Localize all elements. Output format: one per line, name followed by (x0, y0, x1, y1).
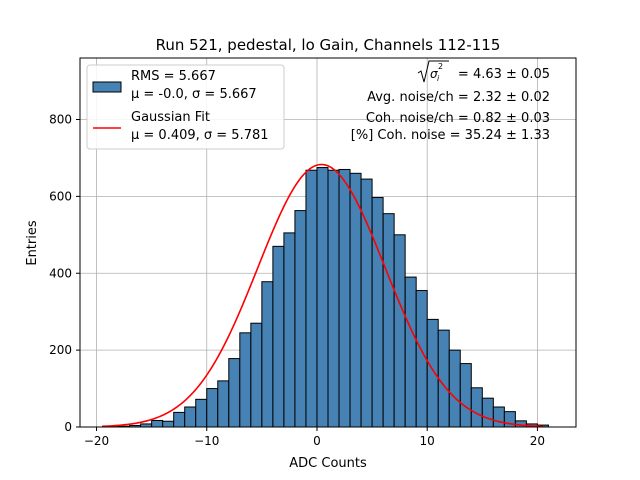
histogram-bar (305, 169, 318, 428)
histogram-bar (437, 329, 450, 428)
histogram-bar (382, 213, 395, 428)
histogram-bar (184, 406, 197, 428)
annotation-total-noise: = 4.63 ± 0.05 (458, 67, 550, 82)
plot-frame (79, 57, 577, 428)
histogram-bar (217, 380, 230, 428)
legend: RMS = 5.667 μ = -0.0, σ = 5.667 Gaussian… (86, 64, 285, 150)
gaussian-fit-curve (102, 163, 543, 428)
histogram-bar (426, 318, 439, 428)
x-tick-label: 0 (313, 434, 321, 448)
x-tick-label: 20 (530, 434, 545, 448)
y-tick-label: 800 (49, 113, 72, 127)
gaussian-fit-layer (102, 163, 543, 428)
histogram-bar (393, 234, 406, 428)
histogram-bar (261, 281, 274, 428)
histogram-bar (195, 398, 208, 428)
annotation-coh-noise-percent: [%] Coh. noise = 35.24 ± 1.33 (351, 128, 550, 143)
histogram-bar (283, 232, 296, 428)
noise-annotations: σ i 2 = 4.63 ± 0.05 Avg. noise/ch = 2.32… (351, 60, 550, 143)
y-tick-label: 0 (64, 420, 72, 434)
histogram-bar (404, 276, 417, 428)
legend-rms-stats: μ = -0.0, σ = 5.667 (131, 87, 257, 102)
legend-rms-label: RMS = 5.667 (131, 69, 216, 84)
y-tick-label: 200 (49, 343, 72, 357)
sqrt-radical (417, 60, 449, 83)
histogram-bar (338, 168, 351, 428)
annotation-avg-noise: Avg. noise/ch = 2.32 ± 0.02 (367, 90, 550, 105)
histogram-bar (481, 397, 494, 428)
sqrt-sigma-subscript: i (437, 74, 440, 83)
x-tick-label: 10 (420, 434, 435, 448)
histogram-bar (228, 358, 241, 428)
histogram-bar (206, 388, 219, 428)
histogram-bar (294, 210, 307, 428)
histogram-bars (107, 167, 549, 428)
x-axis-label: ADC Counts (289, 456, 367, 471)
legend-box (86, 64, 285, 150)
histogram-bar (459, 363, 472, 428)
histogram-bar (162, 420, 175, 428)
y-tick-label: 400 (49, 266, 72, 280)
histogram-bar (360, 178, 373, 428)
histogram-bar (448, 349, 461, 428)
histogram-bar (173, 411, 186, 428)
legend-fit-stats: μ = 0.409, σ = 5.781 (131, 128, 269, 143)
histogram-bar (492, 406, 505, 428)
y-axis-label: Entries (25, 220, 40, 266)
histogram-bar (316, 167, 329, 428)
chart-title: Run 521, pedestal, lo Gain, Channels 112… (156, 36, 501, 54)
histogram-bar (239, 332, 252, 428)
x-tick-label: −20 (84, 434, 109, 448)
histogram-bar (327, 169, 340, 428)
sqrt-sigma-symbol: σ i 2 (417, 60, 449, 83)
sqrt-sigma-letter: σ (430, 67, 438, 81)
y-tick-label: 600 (49, 189, 72, 203)
legend-patch-histogram (92, 81, 122, 93)
histogram-bar (272, 245, 285, 428)
legend-fit-label: Gaussian Fit (131, 110, 210, 125)
histogram-bar (250, 322, 263, 428)
x-tick-label: −10 (194, 434, 219, 448)
annotation-coh-noise: Coh. noise/ch = 0.82 ± 0.03 (366, 111, 550, 126)
sqrt-sigma-superscript: 2 (438, 62, 443, 71)
histogram-bar (470, 387, 483, 428)
histogram-bar (349, 172, 362, 428)
histogram-bar (151, 419, 164, 428)
histogram-bar (371, 197, 384, 428)
